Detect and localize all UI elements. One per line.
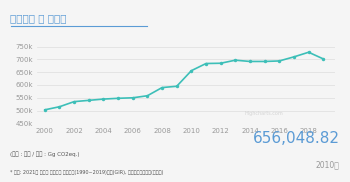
Text: 656,048.82: 656,048.82 (252, 131, 340, 146)
Text: * 출처: 2021년 지역별 온실가스 인벤토리(1990~2019)공표(GIR), 기상자료개방포털(기상청): * 출처: 2021년 지역별 온실가스 인벤토리(1990~2019)공표(G… (10, 170, 164, 175)
Text: Highcharts.com: Highcharts.com (245, 112, 284, 116)
Text: (자료 : 전국 / 단위 : Gg CO2eq.): (자료 : 전국 / 단위 : Gg CO2eq.) (10, 151, 80, 157)
Text: 온실가스 완 배출량: 온실가스 완 배출량 (10, 13, 67, 23)
Text: 2010년: 2010년 (316, 160, 340, 169)
